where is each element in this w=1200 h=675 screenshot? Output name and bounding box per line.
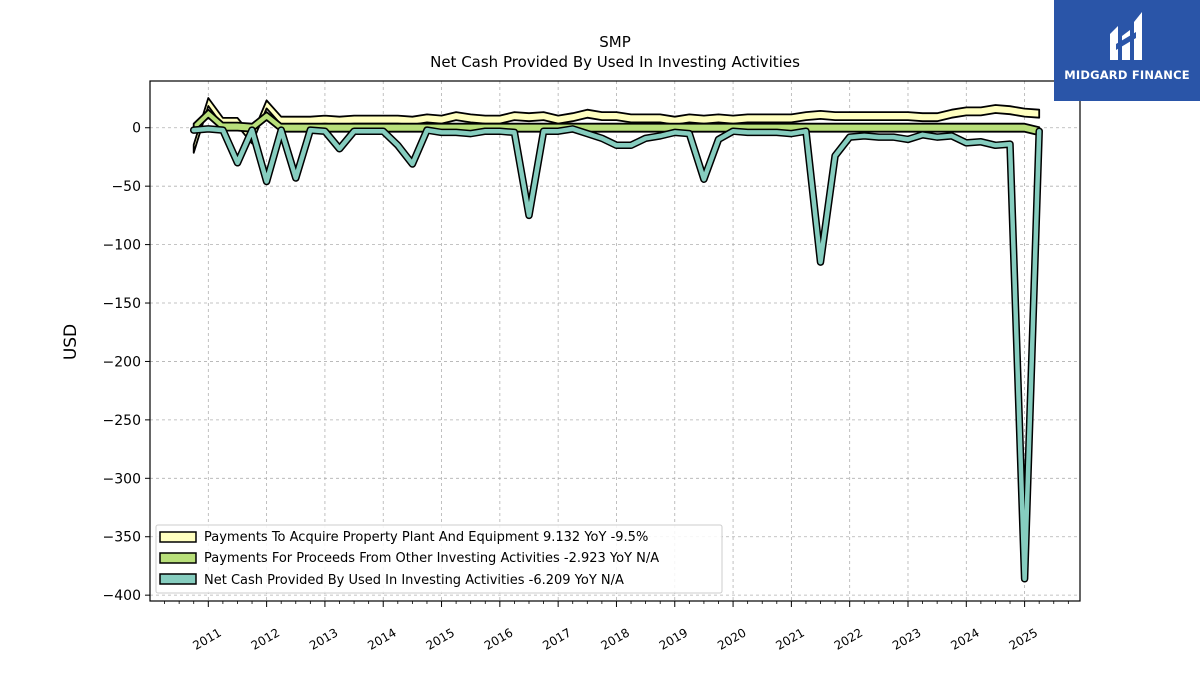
brand-logo: MIDGARD FINANCE: [1054, 0, 1200, 101]
x-axis: 2011 2012 2013 2014 2015 2016 2017 2018 2019 2020…: [164, 601, 1069, 653]
y-tick-label-4: −200: [103, 354, 141, 370]
x-tick-label-6: 2017: [540, 625, 573, 652]
x-tick-label-7: 2018: [599, 625, 632, 652]
midgard-logo-icon: [1110, 12, 1142, 60]
y-tick-label-6: −300: [103, 471, 141, 487]
series-line-ppe: [192, 97, 1041, 154]
x-tick-label-4: 2015: [424, 625, 457, 652]
legend-swatch-net: [159, 573, 197, 585]
y-tick-label-1: −50: [111, 179, 141, 195]
x-tick-label-9: 2020: [715, 625, 748, 652]
y-tick-label-0: 0: [132, 121, 141, 137]
legend-swatch-ppe: [159, 531, 197, 543]
grid: [150, 81, 1080, 601]
x-tick-label-0: 2011: [190, 625, 223, 652]
legend: Payments To Acquire Property Plant And E…: [155, 524, 723, 594]
legend-swatch-other: [159, 552, 197, 564]
chart-subtitle: Net Cash Provided By Used In Investing A…: [430, 53, 800, 71]
x-tick-label-5: 2016: [482, 625, 515, 652]
legend-frame: [155, 524, 723, 594]
y-tick-label-5: −250: [103, 413, 141, 429]
series-layer: [189, 97, 1043, 583]
y-tick-label-8: −400: [103, 588, 141, 604]
y-axis-label: USD: [61, 324, 81, 360]
plot-area: [149, 80, 1081, 602]
legend-label-other: Payments For Proceeds From Other Investi…: [204, 551, 659, 566]
y-tick-label-7: −350: [103, 530, 141, 546]
series-line-net: [191, 126, 1042, 582]
x-tick-label-13: 2024: [948, 625, 981, 652]
brand-name: MIDGARD FINANCE: [1064, 68, 1190, 82]
x-tick-label-11: 2022: [832, 625, 865, 652]
x-tick-label-14: 2025: [1007, 625, 1040, 652]
x-tick-label-8: 2019: [657, 625, 690, 652]
legend-label-net: Net Cash Provided By Used In Investing A…: [204, 573, 624, 588]
y-axis: 0 −50 −100 −150 −200 −250 −300 −350 −400: [103, 121, 150, 604]
x-tick-label-1: 2012: [249, 625, 282, 652]
legend-label-ppe: Payments To Acquire Property Plant And E…: [204, 530, 648, 545]
x-tick-label-3: 2014: [365, 625, 398, 652]
y-tick-label-2: −100: [103, 238, 141, 254]
chart-title: SMP: [599, 33, 631, 51]
x-tick-label-12: 2023: [890, 625, 923, 652]
x-tick-label-2: 2013: [307, 625, 340, 652]
y-tick-label-3: −150: [103, 296, 141, 312]
x-tick-label-10: 2021: [773, 625, 806, 652]
